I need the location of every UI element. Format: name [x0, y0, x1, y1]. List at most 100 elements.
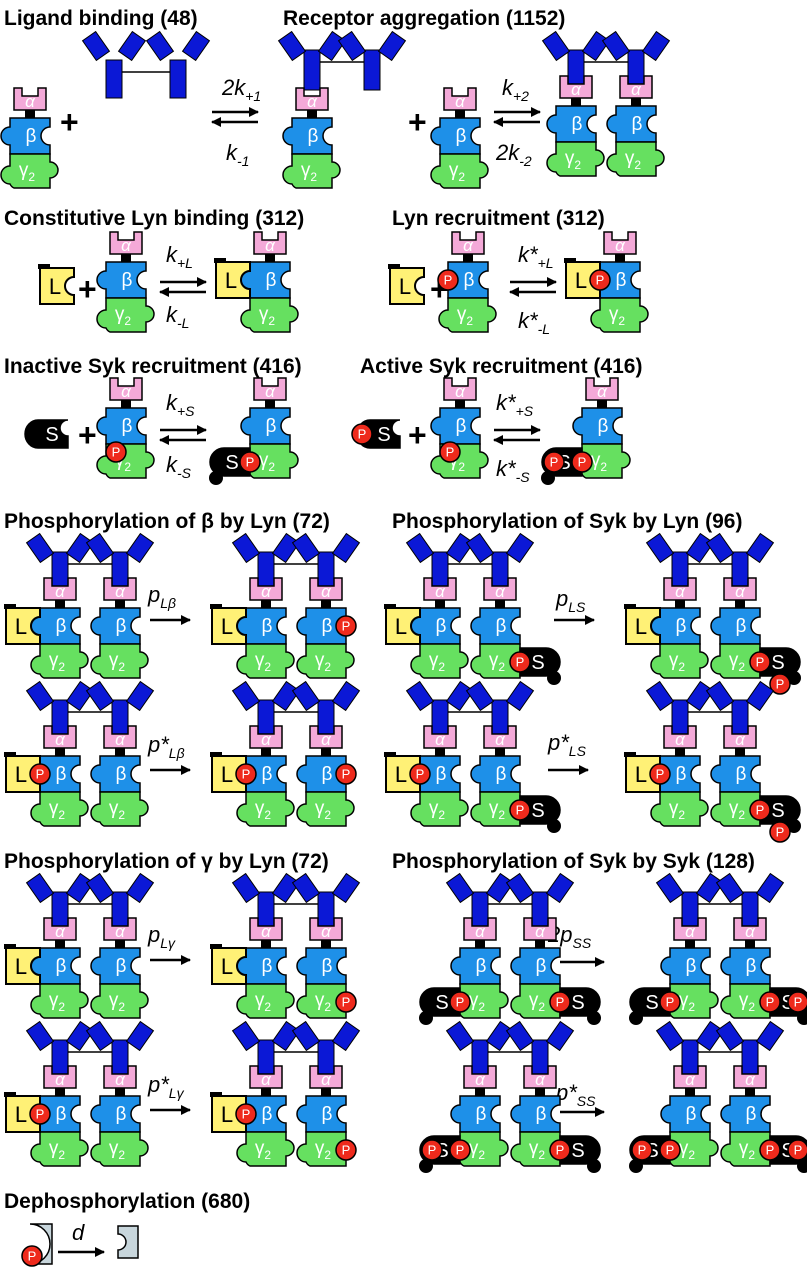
- lyn-kinase: L: [384, 604, 421, 645]
- ligand-arm: [545, 872, 575, 904]
- svg-text:p*LS: p*LS: [547, 730, 587, 759]
- svg-text:P: P: [342, 619, 351, 634]
- syk-kinase: SPP: [419, 1135, 471, 1173]
- svg-text:L: L: [395, 762, 407, 787]
- syk-kinase: SPP: [759, 1135, 807, 1173]
- svg-text:β: β: [632, 114, 643, 135]
- ligand-arm: [485, 1020, 515, 1052]
- svg-text:L: L: [15, 954, 27, 979]
- svg-text:L: L: [221, 762, 233, 787]
- svg-text:P: P: [596, 273, 605, 288]
- svg-text:k+2: k+2: [502, 75, 529, 104]
- receptor-dimer: αβγ2SPPαβγ2SPP: [629, 1020, 807, 1173]
- svg-text:α: α: [261, 922, 272, 941]
- alpha-chain: [443, 377, 477, 401]
- phospho-site: P: [239, 451, 261, 473]
- alpha-chain: [523, 917, 557, 941]
- phospho-site: P: [543, 451, 565, 473]
- ligand-arm: [271, 1020, 301, 1052]
- alpha-chain: [483, 725, 517, 749]
- svg-text:β: β: [598, 416, 609, 437]
- phospho-site: P: [409, 763, 431, 785]
- ligand-arm: [601, 30, 631, 62]
- ligand-arm: [505, 872, 535, 904]
- syk-kinase: SPP: [629, 1135, 681, 1173]
- svg-text:β: β: [496, 764, 507, 785]
- svg-text:P: P: [578, 455, 587, 470]
- svg-text:β: β: [322, 764, 333, 785]
- ligand-arm: [641, 30, 671, 62]
- ige-antibody: [405, 532, 535, 593]
- phospho-site: P: [659, 991, 681, 1013]
- plus-sign: +: [78, 417, 97, 453]
- svg-text:α: α: [475, 922, 486, 941]
- lyn-kinase: L: [38, 264, 75, 305]
- svg-text:β: β: [536, 956, 547, 977]
- svg-text:P: P: [776, 677, 785, 692]
- title-receptor-aggregation: Receptor aggregation (1152): [283, 7, 565, 30]
- syk-kinase: SPP: [749, 795, 801, 843]
- phospho-site: P: [571, 451, 593, 473]
- ligand-arm: [125, 532, 155, 564]
- svg-text:L: L: [49, 274, 61, 299]
- ige-antibody: [645, 532, 775, 593]
- svg-text:α: α: [261, 730, 272, 749]
- svg-text:α: α: [735, 730, 746, 749]
- title-phosphorylation-beta: Phosphorylation of β by Lyn (72): [4, 510, 330, 533]
- ige-antibody: [655, 1020, 785, 1081]
- rate-phos-syk-lyn-1: pLS: [555, 586, 586, 615]
- gamma-chain: [296, 791, 355, 827]
- ige-antibody: [445, 872, 575, 933]
- ige-antibody: [541, 30, 671, 91]
- ligand-arm: [25, 1020, 55, 1052]
- ligand-arm: [231, 680, 261, 712]
- svg-text:L: L: [399, 274, 411, 299]
- svg-text:P: P: [358, 427, 367, 442]
- svg-text:P: P: [342, 1143, 351, 1158]
- svg-text:P: P: [556, 995, 565, 1010]
- svg-text:α: α: [321, 582, 332, 601]
- svg-text:k+L: k+L: [166, 242, 193, 271]
- svg-text:β: β: [746, 956, 757, 977]
- phospho-site: P: [759, 991, 781, 1013]
- ligand-arm: [545, 1020, 575, 1052]
- svg-text:β: β: [116, 1104, 127, 1125]
- phospho-site: P: [335, 991, 357, 1013]
- svg-text:α: α: [455, 382, 466, 401]
- gamma-chain: [410, 643, 469, 679]
- alpha-chain: [663, 577, 697, 601]
- svg-text:β: β: [262, 764, 273, 785]
- alpha-chain: [103, 577, 137, 601]
- ligand-arm: [405, 680, 435, 712]
- rate-ligand-forward: 2k+1: [221, 75, 261, 104]
- ligand-arm: [65, 872, 95, 904]
- ligand-arm: [25, 680, 55, 712]
- plus-sign: +: [408, 104, 427, 140]
- svg-text:α: α: [571, 80, 582, 99]
- svg-text:p*SS: p*SS: [555, 1080, 596, 1109]
- svg-text:α: α: [115, 582, 126, 601]
- rate-aggregation-reverse: 2k-2: [495, 140, 532, 169]
- ligand-arm: [485, 872, 515, 904]
- phospho-site: P: [437, 269, 459, 291]
- svg-text:P: P: [342, 995, 351, 1010]
- svg-text:L: L: [221, 1102, 233, 1127]
- svg-text:P: P: [342, 767, 351, 782]
- gamma-chain: [90, 791, 149, 827]
- svg-text:S: S: [531, 652, 544, 674]
- svg-text:β: β: [56, 616, 67, 637]
- svg-text:β: β: [736, 616, 747, 637]
- ligand-arm: [291, 680, 321, 712]
- alpha-chain: [483, 577, 517, 601]
- svg-text:α: α: [745, 1070, 756, 1089]
- plus-sign: +: [408, 417, 427, 453]
